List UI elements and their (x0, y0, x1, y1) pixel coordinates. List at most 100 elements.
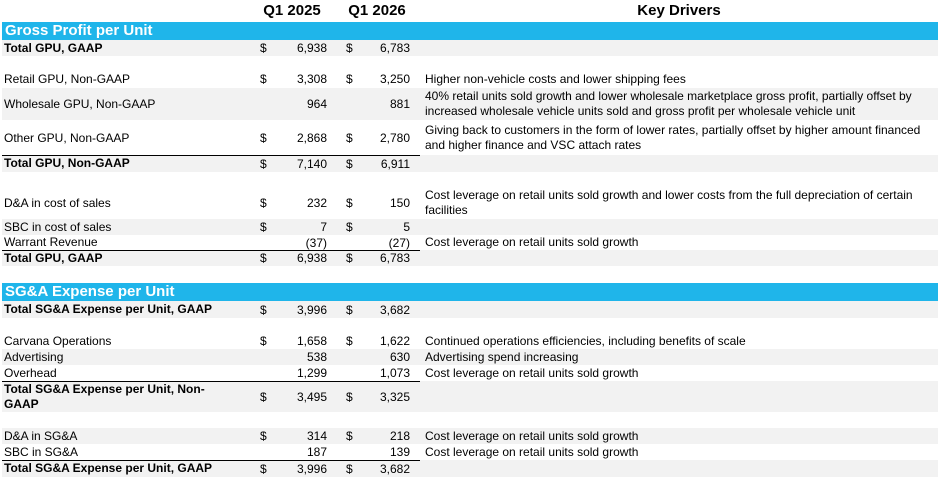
value-q1-2026: 881 (389, 97, 410, 111)
currency-symbol: $ (346, 251, 353, 265)
currency-symbol: $ (260, 72, 267, 86)
value-q1-2026: 1,073 (379, 366, 410, 380)
row-label: D&A in cost of sales (4, 195, 111, 210)
value-q1-2025: 6,938 (296, 251, 327, 265)
key-driver: Continued operations efficiencies, inclu… (425, 333, 746, 348)
currency-symbol: $ (260, 220, 267, 234)
table-row-total-sga-gaap: Total SG&A Expense per Unit, GAAP $ 3,99… (2, 301, 938, 318)
section-title: Gross Profit per Unit (5, 22, 153, 39)
row-label: Total SG&A Expense per Unit, GAAP (4, 461, 213, 475)
currency-symbol: $ (260, 334, 267, 348)
value-q1-2026: 5 (403, 220, 410, 234)
key-driver (425, 250, 935, 266)
value-q1-2025: 538 (306, 350, 327, 364)
currency-symbol: $ (260, 461, 267, 476)
column-header-q1-2026: Q1 2026 (348, 2, 406, 19)
value-q1-2025: 3,308 (296, 72, 327, 86)
table-row-warrant-revenue: Warrant Revenue (37) (27) Cost leverage … (2, 235, 938, 250)
table-row-retail-gpu: Retail GPU, Non-GAAP $ 3,308 $ 3,250 Hig… (2, 71, 938, 87)
value-q1-2025: 7 (320, 220, 327, 234)
value-q1-2026: 6,783 (379, 251, 410, 265)
value-q1-2025: 3,495 (296, 389, 327, 404)
currency-symbol (346, 444, 360, 460)
value-q1-2025: 6,938 (296, 41, 327, 55)
currency-symbol: $ (346, 429, 353, 443)
column-header-key-drivers: Key Drivers (637, 2, 721, 19)
row-label: Total GPU, Non-GAAP (4, 156, 130, 170)
value-q1-2026: 3,682 (379, 302, 410, 317)
currency-symbol: $ (346, 131, 353, 145)
currency-symbol: $ (346, 41, 353, 55)
key-driver: Cost leverage on retail units sold growt… (425, 365, 639, 380)
currency-symbol: $ (260, 41, 267, 55)
value-q1-2025: 314 (306, 429, 327, 443)
row-label: Overhead (4, 365, 57, 380)
key-driver (425, 381, 935, 412)
key-driver: Cost leverage on retail units sold growt… (425, 188, 913, 217)
value-q1-2026: 150 (389, 196, 410, 210)
value-q1-2025: 3,996 (296, 302, 327, 317)
value-q1-2025: (37) (305, 235, 327, 250)
value-q1-2025: 964 (306, 97, 327, 111)
row-label: Retail GPU, Non-GAAP (4, 71, 131, 86)
currency-symbol: $ (346, 220, 353, 234)
key-driver (425, 155, 935, 172)
currency-symbol: $ (260, 131, 267, 145)
currency-symbol: $ (346, 302, 353, 317)
column-header-q1-2025: Q1 2025 (263, 2, 321, 19)
currency-symbol: $ (260, 156, 267, 171)
value-q1-2026: (27) (388, 235, 410, 250)
currency-symbol: $ (346, 156, 353, 171)
row-label: Total GPU, GAAP (4, 250, 103, 265)
table-row-total-sga-non-gaap: Total SG&A Expense per Unit, Non-GAAP $ … (2, 381, 938, 412)
table-row-da-cost-of-sales: D&A in cost of sales $ 232 $ 150 Cost le… (2, 187, 938, 219)
row-label: SBC in SG&A (4, 444, 79, 459)
section-header-gross-profit: Gross Profit per Unit (2, 22, 938, 40)
key-driver: Cost leverage on retail units sold growt… (425, 235, 639, 249)
currency-symbol (346, 349, 360, 365)
table-row-overhead: Overhead 1,299 1,073 Cost leverage on re… (2, 365, 938, 381)
row-label: Other GPU, Non-GAAP (4, 130, 130, 145)
currency-symbol: $ (260, 389, 267, 404)
row-label: Wholesale GPU, Non-GAAP (4, 96, 156, 111)
value-q1-2025: 3,996 (296, 461, 327, 476)
currency-symbol: $ (346, 334, 353, 348)
value-q1-2026: 630 (389, 350, 410, 364)
value-q1-2026: 6,911 (380, 156, 410, 171)
key-driver: 40% retail units sold growth and lower w… (425, 89, 912, 118)
row-label: SBC in cost of sales (4, 219, 112, 234)
currency-symbol (346, 365, 360, 381)
row-label: Total SG&A Expense per Unit, Non-GAAP (4, 381, 205, 411)
value-q1-2026: 3,325 (379, 389, 410, 404)
key-driver: Giving back to customers in the form of … (425, 123, 921, 152)
key-driver: Cost leverage on retail units sold growt… (425, 428, 639, 443)
value-q1-2026: 139 (389, 445, 410, 459)
row-label: Warrant Revenue (4, 235, 98, 249)
table-row-total-gpu-gaap-reconciled: Total GPU, GAAP $ 6,938 $ 6,783 (2, 250, 938, 266)
row-label: Total SG&A Expense per Unit, GAAP (4, 302, 213, 316)
value-q1-2026: 3,682 (379, 461, 410, 476)
row-label: D&A in SG&A (4, 428, 78, 443)
value-q1-2026: 3,250 (379, 72, 410, 86)
currency-symbol: $ (346, 461, 353, 476)
row-label: Advertising (4, 349, 64, 364)
value-q1-2025: 7,140 (296, 156, 327, 171)
currency-symbol: $ (346, 389, 353, 404)
currency-symbol (346, 88, 360, 120)
key-driver (425, 460, 935, 477)
table-row-total-gpu-non-gaap: Total GPU, Non-GAAP $ 7,140 $ 6,911 (2, 155, 938, 172)
row-label: Carvana Operations (4, 333, 112, 348)
currency-symbol: $ (260, 429, 267, 443)
table-row-carvana-operations: Carvana Operations $ 1,658 $ 1,622 Conti… (2, 333, 938, 349)
table-row-other-gpu: Other GPU, Non-GAAP $ 2,868 $ 2,780 Givi… (2, 122, 938, 154)
currency-symbol: $ (260, 302, 267, 317)
value-q1-2026: 1,622 (379, 334, 410, 348)
key-driver (425, 301, 935, 318)
key-driver (425, 219, 935, 235)
table-row-sbc-cost-of-sales: SBC in cost of sales $ 7 $ 5 (2, 219, 938, 235)
value-q1-2025: 232 (306, 196, 327, 210)
currency-symbol (260, 444, 274, 460)
value-q1-2025: 1,658 (296, 334, 327, 348)
value-q1-2025: 187 (306, 445, 327, 459)
currency-symbol: $ (260, 251, 267, 265)
